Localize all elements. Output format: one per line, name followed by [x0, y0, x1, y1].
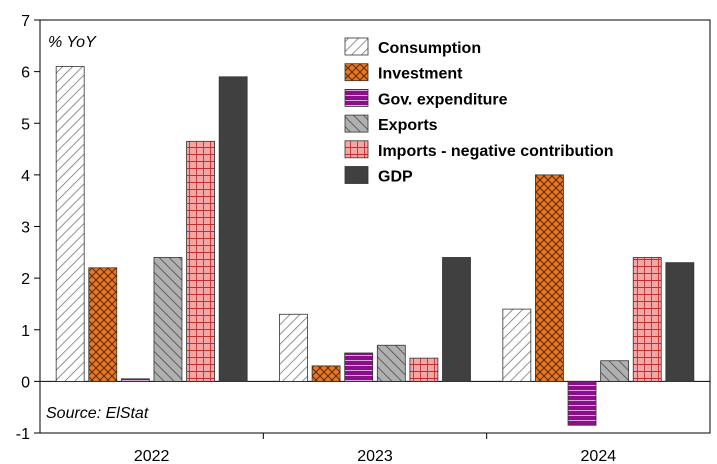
legend-label-exports: Exports: [378, 117, 438, 134]
x-axis: 2022 2023 2024: [134, 433, 616, 464]
y-tick-label: 7: [21, 13, 30, 30]
bar-imports-negative-contribution-2024: [632, 257, 662, 382]
bar-exports-2023: [376, 344, 406, 382]
bar-gov-expenditure-2022: [120, 378, 150, 382]
y-tick-label: -1: [16, 426, 30, 443]
y-axis-label: % YoY: [48, 34, 97, 51]
bar-gdp-2022: [218, 76, 248, 382]
legend-label-investment: Investment: [378, 66, 463, 83]
y-tick-label: 6: [21, 65, 30, 82]
y-tick-label: 4: [21, 168, 30, 185]
bar-consumption-2022: [55, 66, 85, 382]
x-tick-label-2024: 2024: [581, 448, 617, 464]
legend-label-gov-expenditure: Gov. expenditure: [378, 91, 508, 108]
bar-imports-negative-contribution-2023: [409, 357, 439, 382]
y-tick-label: 2: [21, 271, 30, 288]
legend-swatch-exports: [344, 114, 369, 133]
legend-swatch-gdp: [344, 166, 369, 184]
bar-series: [55, 66, 695, 426]
bar-gov-expenditure-2024: [567, 380, 597, 426]
legend-label-consumption: Consumption: [378, 40, 481, 57]
bar-investment-2022: [88, 267, 118, 382]
x-tick-label-2022: 2022: [134, 448, 170, 464]
legend-swatch-consumption: [344, 37, 369, 56]
bar-exports-2024: [600, 360, 630, 382]
legend: Consumption Investment Gov. expenditure Exp…: [344, 37, 614, 186]
y-tick-label: 5: [21, 116, 30, 133]
bar-gdp-2024: [665, 262, 695, 382]
legend-swatch-investment: [344, 63, 369, 82]
y-tick-label: 0: [21, 374, 30, 391]
plot-area: -1 0 1 2 3 4 5 6 7 2022 2023 2024: [16, 13, 711, 464]
x-tick-label-2023: 2023: [357, 448, 393, 464]
legend-swatch-gov-expenditure: [344, 89, 369, 107]
source-note: Source: ElStat: [46, 405, 149, 422]
bar-gdp-2023: [442, 257, 471, 382]
bar-imports-negative-contribution-2022: [186, 140, 215, 382]
bar-gov-expenditure-2023: [344, 352, 374, 382]
y-axis: -1 0 1 2 3 4 5 6 7: [16, 13, 40, 443]
legend-swatch-imports-negative-contribution: [344, 140, 369, 159]
y-tick-label: 3: [21, 220, 30, 237]
legend-label-imports-negative-contribution: Imports - negative contribution: [378, 143, 614, 160]
bar-exports-2022: [153, 257, 183, 382]
bar-investment-2023: [311, 365, 341, 382]
bar-investment-2024: [535, 174, 564, 382]
bar-consumption-2023: [279, 313, 308, 382]
y-tick-label: 1: [21, 323, 30, 340]
legend-label-gdp: GDP: [378, 169, 413, 186]
bar-consumption-2024: [502, 308, 532, 382]
